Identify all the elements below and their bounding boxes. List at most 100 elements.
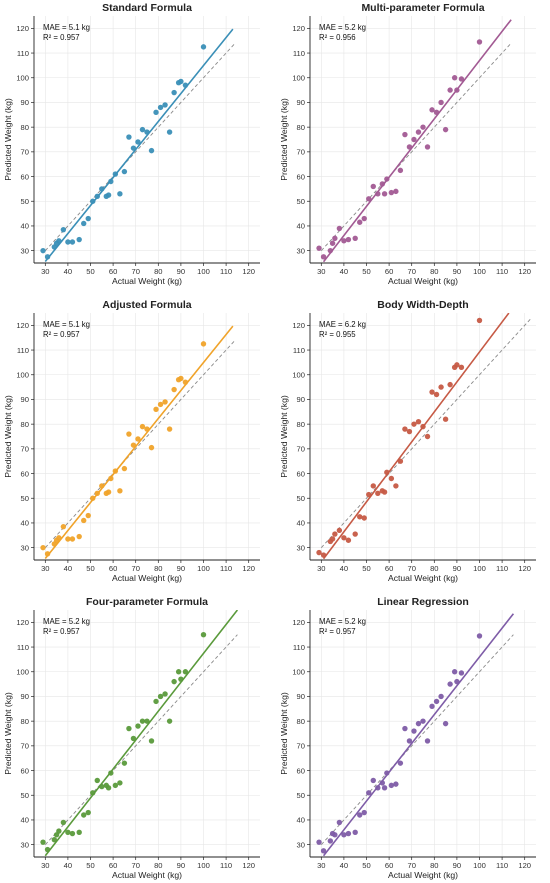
data-point [458, 76, 465, 82]
r2-annotation: R² = 0.955 [319, 330, 356, 339]
identity-line [320, 317, 532, 548]
data-point [130, 735, 137, 742]
x-tick-label: 30 [41, 267, 49, 276]
data-point [56, 238, 62, 244]
y-tick-label: 50 [21, 494, 29, 503]
x-tick-label: 60 [109, 267, 117, 276]
y-tick-label: 60 [21, 766, 29, 775]
y-tick-label: 100 [292, 667, 305, 676]
data-point [352, 829, 358, 835]
y-axis-label: Predicted Weight (kg) [279, 395, 289, 478]
data-point [393, 781, 399, 787]
x-tick-label: 110 [496, 564, 508, 573]
y-axis-label: Predicted Weight (kg) [3, 692, 13, 775]
data-point [375, 191, 381, 197]
x-axis-label: Actual Weight (kg) [112, 276, 182, 286]
data-point [85, 512, 91, 519]
data-point [424, 433, 431, 440]
data-point [153, 109, 159, 116]
mae-annotation: MAE = 5.1 kg [43, 320, 90, 329]
data-point [139, 423, 146, 430]
data-point [458, 670, 465, 676]
x-tick-label: 40 [340, 267, 348, 276]
data-point [76, 829, 82, 835]
data-point [332, 832, 338, 838]
x-tick-label: 60 [109, 861, 117, 870]
data-point [65, 829, 71, 835]
data-point [69, 536, 76, 542]
data-point [397, 458, 404, 464]
y-tick-label: 100 [16, 73, 29, 82]
x-tick-label: 110 [496, 267, 508, 276]
data-point [420, 423, 426, 430]
data-point [438, 693, 444, 700]
y-tick-label: 50 [21, 197, 29, 206]
data-point [112, 468, 119, 474]
data-point [447, 681, 453, 687]
y-tick-label: 50 [297, 494, 305, 503]
data-point [361, 809, 367, 816]
y-tick-label: 40 [297, 519, 305, 528]
data-point [402, 131, 408, 138]
x-tick-label: 110 [496, 861, 508, 870]
data-point [366, 790, 372, 796]
x-tick-label: 30 [41, 861, 49, 870]
y-tick-label: 60 [297, 469, 305, 478]
chart-panel-4: 30 40 50 60 70 80 90 100 110 120 30 40 50 60 70 80 90 100… [279, 299, 536, 583]
mae-annotation: MAE = 6.2 kg [319, 320, 366, 329]
data-point [379, 780, 386, 786]
data-point [332, 235, 338, 241]
data-point [99, 186, 105, 192]
data-point [393, 483, 399, 489]
data-point [379, 181, 386, 187]
data-point [381, 785, 388, 791]
data-point [433, 698, 440, 705]
data-point [316, 245, 322, 251]
y-tick-label: 60 [21, 172, 29, 181]
y-tick-label: 70 [297, 148, 305, 157]
y-tick-label: 110 [293, 346, 305, 355]
data-point [411, 136, 417, 143]
data-point [117, 780, 123, 786]
mae-annotation: MAE = 5.2 kg [319, 617, 366, 626]
x-tick-label: 60 [385, 564, 393, 573]
y-tick-label: 70 [21, 148, 29, 157]
chart-title: Body Width-Depth [377, 299, 468, 311]
data-point [144, 426, 150, 432]
data-point [81, 812, 87, 818]
y-tick-label: 110 [293, 643, 305, 652]
x-tick-label: 70 [131, 267, 139, 276]
data-point [357, 812, 363, 818]
x-axis-label: Actual Weight (kg) [112, 870, 182, 880]
data-point [316, 549, 322, 556]
data-point [332, 531, 338, 537]
r2-annotation: R² = 0.957 [43, 627, 80, 636]
data-point [157, 104, 164, 111]
chart-title: Adjusted Formula [102, 299, 191, 311]
x-tick-label: 40 [64, 564, 72, 573]
data-point [357, 514, 363, 520]
identity-line [44, 42, 236, 251]
chart-title: Multi-parameter Formula [361, 2, 484, 14]
y-tick-label: 50 [297, 197, 305, 206]
y-tick-label: 80 [297, 717, 305, 726]
data-point [56, 535, 62, 541]
y-tick-label: 30 [297, 246, 305, 255]
data-point [94, 777, 100, 784]
data-point [94, 490, 100, 497]
data-point [341, 535, 347, 541]
data-point [406, 428, 413, 435]
x-tick-label: 60 [109, 564, 117, 573]
y-tick-label: 80 [21, 717, 29, 726]
data-point [44, 254, 51, 260]
data-point [447, 87, 453, 93]
data-point [388, 782, 395, 789]
data-point [420, 124, 426, 130]
data-point [139, 126, 146, 133]
x-tick-label: 40 [340, 564, 348, 573]
data-point [178, 676, 184, 682]
y-tick-label: 90 [21, 98, 29, 107]
chart-panel-2: 30 40 50 60 70 80 90 100 110 120 30 40 50 60 70 80 90 100… [279, 2, 536, 286]
data-point [433, 109, 440, 116]
data-point [171, 89, 177, 96]
